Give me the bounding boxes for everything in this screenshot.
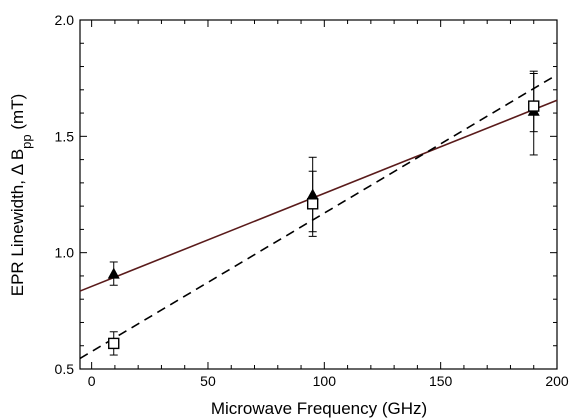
y-axis-ticks: 0.5 1.0 1.5 2.0 bbox=[55, 12, 557, 377]
y-axis-title-main: EPR Linewidth, Δ B bbox=[8, 149, 27, 296]
error-bars bbox=[109, 70, 538, 356]
data-markers bbox=[107, 100, 540, 350]
square-marker bbox=[108, 337, 120, 350]
y-tick-label: 1.5 bbox=[55, 128, 75, 144]
x-tick-label: 150 bbox=[429, 373, 453, 389]
square-marker bbox=[528, 100, 540, 112]
y-axis-title-subscript: pp bbox=[19, 134, 34, 148]
plot-frame bbox=[79, 19, 558, 370]
dashed-fit-line bbox=[79, 73, 558, 360]
y-axis-title: EPR Linewidth, Δ Bpp (mT) bbox=[8, 94, 34, 297]
x-tick-label: 100 bbox=[313, 373, 337, 389]
triangle-marker bbox=[306, 188, 319, 200]
square-marker bbox=[306, 198, 319, 210]
fit-lines bbox=[79, 73, 558, 360]
y-tick-label: 0.5 bbox=[55, 361, 75, 377]
x-tick-label: 50 bbox=[200, 373, 216, 389]
solid-fit-line bbox=[79, 99, 558, 292]
x-axis-ticks: 0 50 100 150 200 bbox=[88, 20, 569, 389]
y-tick-label: 1.0 bbox=[55, 245, 75, 261]
y-tick-label: 2.0 bbox=[55, 12, 75, 28]
x-axis-title: Microwave Frequency (GHz) bbox=[211, 399, 427, 418]
y-axis-title-unit: (mT) bbox=[8, 94, 27, 135]
x-tick-label: 0 bbox=[88, 373, 96, 389]
x-tick-label: 200 bbox=[545, 373, 569, 389]
triangle-marker bbox=[107, 267, 120, 279]
